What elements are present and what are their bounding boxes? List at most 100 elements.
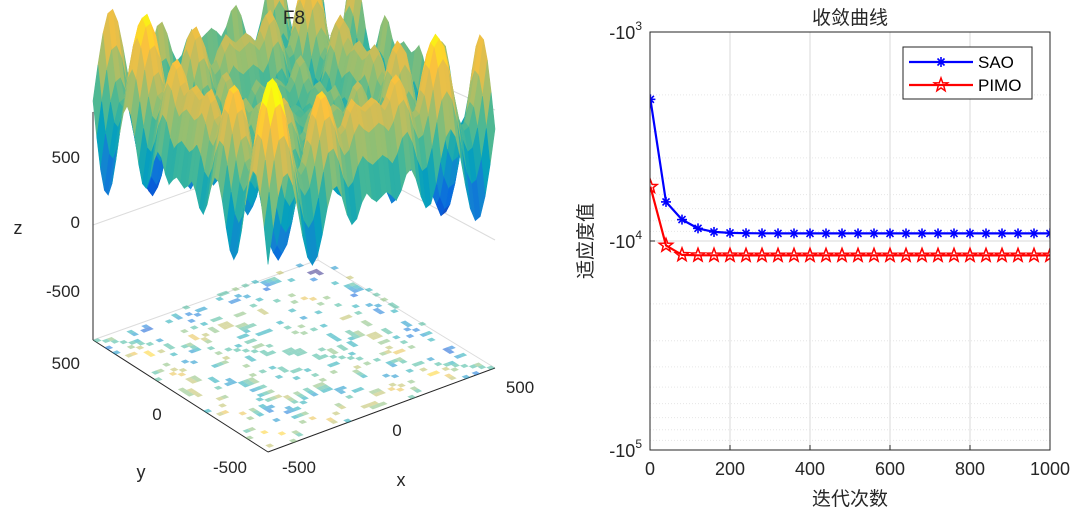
z-tick-label: -500 — [46, 282, 80, 301]
contour-cell — [169, 352, 179, 357]
contour-cell — [404, 323, 413, 328]
data-point-sao — [709, 226, 719, 237]
contour-cell — [374, 333, 384, 339]
contour-cell — [193, 377, 203, 382]
x-tick-label: 1000 — [1030, 459, 1070, 479]
contour-cell — [373, 388, 383, 393]
contour-cell — [223, 382, 233, 387]
contour-cell — [362, 361, 372, 366]
contour-cell — [275, 320, 285, 325]
contour-cell — [185, 392, 195, 397]
contour-cell — [388, 382, 397, 387]
contour-cell — [442, 347, 451, 352]
contour-cell — [329, 354, 338, 359]
contour-cell — [140, 328, 149, 333]
contour-cell — [248, 372, 258, 378]
contour-cell — [424, 330, 433, 336]
contour-cell — [372, 357, 382, 362]
data-point-sao — [933, 228, 943, 239]
x-tick-label: 600 — [875, 459, 905, 479]
contour-cell — [260, 310, 270, 315]
contour-cell — [288, 408, 297, 413]
contour-cell — [215, 411, 225, 417]
contour-cell — [310, 392, 319, 397]
contour-cell — [248, 388, 258, 393]
contour-cell — [241, 283, 250, 288]
contour-cell — [468, 364, 478, 369]
contour-cell — [194, 308, 204, 313]
data-point-pimo — [673, 245, 691, 263]
contour-cell — [238, 311, 247, 316]
surface-patch — [263, 192, 274, 265]
data-point-pimo — [945, 246, 963, 263]
contour-cell — [248, 407, 257, 412]
contour-cell — [216, 292, 226, 297]
contour-cell — [373, 303, 383, 308]
contour-cell — [251, 379, 260, 384]
contour-cell — [267, 350, 277, 355]
contour-cell — [365, 402, 374, 407]
contour-cell — [245, 435, 254, 440]
contour-cell — [211, 329, 220, 334]
data-point-pimo — [1025, 246, 1043, 263]
contour-cell — [330, 350, 339, 355]
contour-cell — [292, 391, 302, 396]
contour-cell — [170, 313, 180, 318]
contour-cell — [256, 393, 266, 398]
contour-cell — [382, 338, 391, 343]
contour-cell — [370, 400, 379, 406]
contour-cell — [419, 367, 428, 372]
convergence-title: 收敛曲线 — [812, 7, 888, 29]
data-point-pimo — [785, 246, 803, 263]
contour-cell — [360, 404, 369, 409]
contour-cell — [263, 282, 273, 287]
contour-cell — [274, 374, 284, 379]
contour-cell — [190, 390, 200, 395]
contour-cell — [199, 306, 208, 311]
contour-cell — [291, 430, 300, 435]
contour-cell — [324, 386, 334, 392]
contour-cell — [290, 349, 299, 354]
y-axis-label: y — [137, 462, 146, 482]
contour-cell — [390, 309, 399, 314]
contour-cell — [306, 270, 316, 275]
contour-cell — [274, 394, 283, 399]
contour-cell — [214, 316, 224, 321]
contour-cell — [353, 310, 363, 315]
contour-cell — [189, 344, 198, 350]
contour-cell — [337, 389, 347, 395]
contour-cell — [283, 325, 292, 330]
contour-cell — [255, 397, 265, 402]
contour-cell — [232, 347, 242, 353]
contour-cell — [299, 330, 309, 336]
contour-cell — [297, 324, 306, 329]
legend-label-sao: SAO — [978, 53, 1014, 72]
contour-cell — [357, 332, 366, 337]
contour-cell — [355, 287, 365, 292]
contour-cell — [203, 408, 213, 413]
contour-cell — [384, 330, 394, 335]
contour-cell — [461, 374, 471, 379]
contour-cell — [372, 292, 381, 297]
contour-cell — [298, 419, 308, 424]
contour-cell — [284, 405, 293, 410]
data-point-pimo — [993, 246, 1011, 263]
contour-cell — [359, 374, 369, 379]
contour-cell — [225, 323, 235, 328]
contour-cell — [124, 353, 134, 358]
contour-cell — [300, 296, 309, 301]
contour-cell — [329, 335, 339, 340]
contour-cell — [258, 369, 268, 374]
contour-cell — [249, 303, 258, 308]
contour-cell — [426, 337, 436, 342]
y-tick-label: -105 — [609, 437, 642, 461]
legend-marker-pimo — [932, 75, 950, 93]
convergence-plot-panel: 0 200 400 600 800 1000 -103 -104 -105 收敛曲线 迭代次数… — [575, 7, 1070, 507]
contour-cell — [333, 387, 343, 392]
contour-cell — [156, 368, 165, 373]
contour-cell — [242, 428, 252, 434]
contour-cell — [162, 362, 171, 367]
contour-cell — [264, 328, 274, 333]
contour-cell — [447, 345, 456, 350]
contour-cell — [346, 355, 356, 361]
